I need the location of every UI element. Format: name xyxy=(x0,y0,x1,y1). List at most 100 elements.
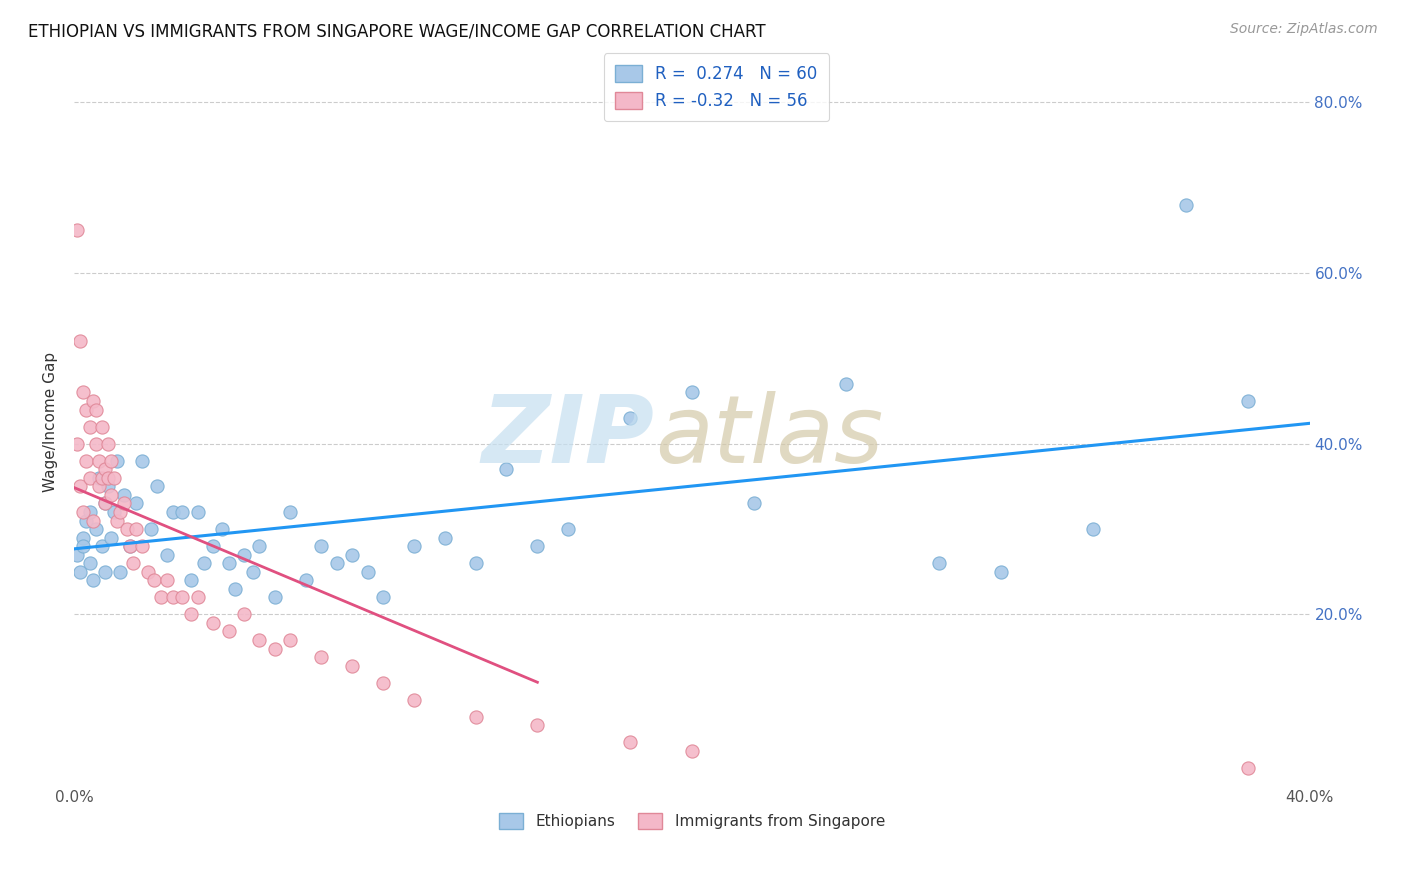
Point xyxy=(82,514,104,528)
Point xyxy=(110,565,132,579)
Point xyxy=(149,591,172,605)
Point xyxy=(990,565,1012,579)
Point xyxy=(87,479,110,493)
Point xyxy=(202,539,225,553)
Point xyxy=(110,505,132,519)
Point xyxy=(94,565,117,579)
Point xyxy=(180,574,202,588)
Point xyxy=(172,505,194,519)
Point xyxy=(202,615,225,630)
Point xyxy=(526,718,548,732)
Point xyxy=(72,505,94,519)
Point xyxy=(100,531,122,545)
Point xyxy=(835,376,858,391)
Point xyxy=(72,539,94,553)
Point xyxy=(247,539,270,553)
Point xyxy=(247,632,270,647)
Point xyxy=(75,402,97,417)
Point xyxy=(75,514,97,528)
Point xyxy=(125,496,148,510)
Point xyxy=(84,402,107,417)
Point xyxy=(90,419,112,434)
Point xyxy=(100,454,122,468)
Point xyxy=(218,556,240,570)
Point xyxy=(211,522,233,536)
Point xyxy=(66,436,89,450)
Point xyxy=(79,505,101,519)
Point xyxy=(1236,761,1258,775)
Point xyxy=(619,411,641,425)
Point xyxy=(136,565,159,579)
Point xyxy=(69,334,91,349)
Point xyxy=(69,565,91,579)
Point xyxy=(94,496,117,510)
Point xyxy=(115,522,138,536)
Point xyxy=(156,548,179,562)
Point xyxy=(325,556,347,570)
Point xyxy=(82,574,104,588)
Text: ZIP: ZIP xyxy=(482,391,655,483)
Point xyxy=(172,591,194,605)
Point xyxy=(112,496,135,510)
Point xyxy=(233,607,256,622)
Text: Source: ZipAtlas.com: Source: ZipAtlas.com xyxy=(1230,22,1378,37)
Point xyxy=(75,454,97,468)
Point xyxy=(464,710,486,724)
Point xyxy=(402,539,425,553)
Point xyxy=(187,591,209,605)
Point xyxy=(309,650,332,665)
Point xyxy=(162,591,184,605)
Point xyxy=(97,436,120,450)
Point xyxy=(433,531,456,545)
Point xyxy=(84,436,107,450)
Point xyxy=(1236,394,1258,409)
Point xyxy=(141,522,163,536)
Point xyxy=(526,539,548,553)
Point xyxy=(103,471,125,485)
Point xyxy=(278,632,301,647)
Point xyxy=(105,454,128,468)
Point xyxy=(1083,522,1105,536)
Point xyxy=(79,471,101,485)
Point xyxy=(294,574,316,588)
Point xyxy=(356,565,378,579)
Point xyxy=(94,462,117,476)
Point xyxy=(263,641,285,656)
Point xyxy=(97,479,120,493)
Point xyxy=(66,223,89,237)
Point xyxy=(371,591,394,605)
Point xyxy=(162,505,184,519)
Point xyxy=(928,556,950,570)
Point xyxy=(87,454,110,468)
Point xyxy=(180,607,202,622)
Point xyxy=(84,522,107,536)
Point xyxy=(242,565,264,579)
Point xyxy=(87,471,110,485)
Point xyxy=(371,675,394,690)
Point xyxy=(1175,197,1198,211)
Point xyxy=(79,556,101,570)
Point xyxy=(131,539,153,553)
Point xyxy=(557,522,579,536)
Point xyxy=(464,556,486,570)
Text: ETHIOPIAN VS IMMIGRANTS FROM SINGAPORE WAGE/INCOME GAP CORRELATION CHART: ETHIOPIAN VS IMMIGRANTS FROM SINGAPORE W… xyxy=(28,22,766,40)
Point xyxy=(156,574,179,588)
Point xyxy=(340,658,363,673)
Point xyxy=(82,394,104,409)
Point xyxy=(309,539,332,553)
Point xyxy=(143,574,166,588)
Point xyxy=(72,531,94,545)
Point xyxy=(90,471,112,485)
Point xyxy=(79,419,101,434)
Point xyxy=(619,735,641,749)
Point xyxy=(742,496,765,510)
Point xyxy=(193,556,215,570)
Point xyxy=(97,471,120,485)
Point xyxy=(121,556,143,570)
Point xyxy=(103,505,125,519)
Point xyxy=(66,548,89,562)
Point xyxy=(681,385,703,400)
Point xyxy=(100,488,122,502)
Point xyxy=(681,744,703,758)
Point xyxy=(263,591,285,605)
